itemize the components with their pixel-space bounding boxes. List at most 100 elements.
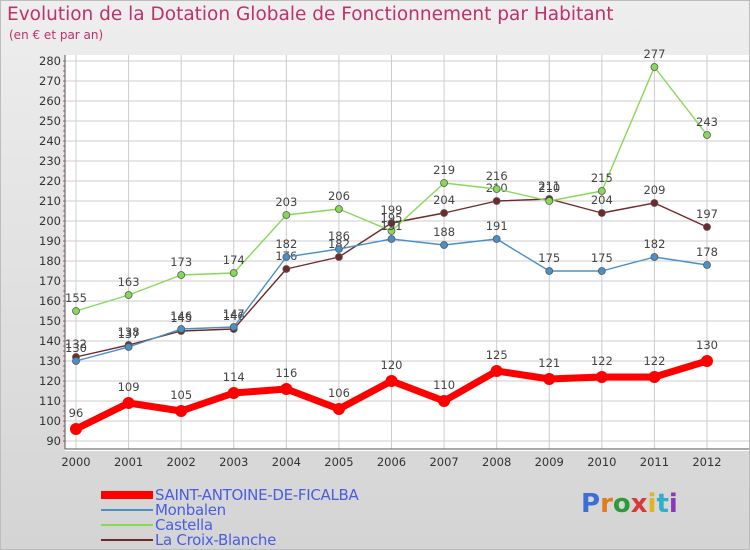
data-label: 199: [381, 203, 403, 217]
data-label: 147: [223, 307, 245, 321]
data-label: 191: [381, 219, 403, 233]
data-point: [650, 63, 659, 71]
data-label: 182: [275, 237, 297, 251]
y-tick-label: 90: [46, 434, 61, 448]
data-label: 114: [223, 370, 245, 384]
data-point: [545, 197, 554, 205]
x-tick-label: 2011: [640, 455, 669, 469]
proxiti-logo: Proxiti: [581, 489, 678, 519]
y-tick-label: 130: [39, 354, 61, 368]
data-point: [177, 325, 186, 333]
data-label: 138: [118, 325, 140, 339]
x-tick-label: 2009: [535, 455, 564, 469]
y-tick-label: 140: [39, 334, 61, 348]
data-label: 130: [65, 341, 87, 355]
data-label: 137: [118, 327, 140, 341]
data-label: 120: [381, 358, 403, 372]
data-point: [175, 405, 188, 417]
data-label: 188: [433, 225, 455, 239]
data-label: 206: [328, 189, 350, 203]
data-label: 122: [591, 354, 613, 368]
data-label: 174: [223, 253, 245, 267]
y-tick-label: 210: [39, 194, 61, 208]
data-point: [70, 423, 82, 435]
data-label: 195: [381, 211, 403, 225]
data-label: 105: [170, 388, 192, 402]
y-tick-label: 160: [39, 294, 61, 308]
data-label: 178: [696, 245, 718, 259]
data-point: [492, 185, 501, 193]
data-label: 110: [433, 378, 455, 392]
data-label: 216: [486, 169, 508, 183]
y-tick-label: 180: [39, 254, 61, 268]
data-point: [438, 395, 451, 407]
data-point: [387, 235, 396, 243]
data-point: [440, 241, 448, 249]
data-point: [122, 397, 135, 409]
data-point: [650, 253, 659, 261]
data-label: 96: [69, 406, 84, 420]
data-point: [597, 187, 606, 195]
data-point: [282, 265, 291, 273]
x-tick-label: 2010: [587, 455, 616, 469]
data-label: 204: [433, 193, 455, 207]
x-tick-label: 2001: [114, 455, 143, 469]
y-tick-label: 220: [39, 174, 61, 188]
data-label: 109: [118, 380, 140, 394]
data-label: 146: [170, 309, 192, 323]
data-point: [282, 211, 291, 219]
data-label: 122: [643, 354, 665, 368]
data-point: [703, 223, 711, 231]
x-tick-label: 2005: [324, 455, 353, 469]
y-tick-label: 110: [39, 394, 61, 408]
legend-label: Monbalen: [155, 501, 226, 519]
data-point: [440, 209, 448, 217]
y-tick-label: 280: [39, 54, 61, 68]
data-point: [282, 253, 291, 261]
data-label: 173: [170, 255, 192, 269]
data-label: 191: [486, 219, 508, 233]
data-point: [332, 403, 345, 415]
y-tick-label: 260: [39, 94, 61, 108]
data-point: [229, 323, 238, 331]
legend-swatch: [101, 491, 153, 499]
x-tick-label: 2006: [377, 455, 406, 469]
data-label: 277: [643, 47, 665, 61]
data-label: 175: [538, 251, 560, 265]
data-label: 204: [591, 193, 613, 207]
data-point: [335, 205, 343, 213]
x-tick-label: 2004: [272, 455, 301, 469]
data-point: [229, 269, 238, 277]
y-tick-label: 230: [39, 154, 61, 168]
legend-item: La Croix-Blanche: [101, 531, 401, 549]
data-label: 243: [696, 115, 718, 129]
data-point: [597, 209, 606, 217]
legend-swatch: [101, 524, 153, 526]
y-tick-label: 120: [39, 374, 61, 388]
data-label: 186: [328, 229, 350, 243]
data-label: 155: [65, 291, 87, 305]
data-label: 197: [696, 207, 718, 221]
y-tick-label: 250: [39, 114, 61, 128]
data-point: [72, 307, 80, 315]
data-label: 121: [538, 356, 560, 370]
data-point: [124, 343, 133, 351]
data-label: 203: [275, 195, 297, 209]
data-point: [492, 235, 501, 243]
legend-label: Castella: [155, 516, 213, 534]
legend-item: Monbalen: [101, 501, 401, 519]
x-tick-label: 2007: [429, 455, 458, 469]
data-label: 125: [486, 348, 508, 362]
data-point: [124, 291, 133, 299]
data-point: [227, 387, 240, 399]
y-tick-label: 190: [39, 234, 61, 248]
y-tick-label: 270: [39, 74, 61, 88]
data-label: 116: [275, 366, 297, 380]
x-tick-label: 2003: [219, 455, 248, 469]
data-point: [72, 357, 80, 365]
y-tick-label: 100: [39, 414, 61, 428]
data-point: [280, 383, 293, 395]
data-point: [595, 371, 608, 383]
legend-swatch: [101, 539, 153, 541]
